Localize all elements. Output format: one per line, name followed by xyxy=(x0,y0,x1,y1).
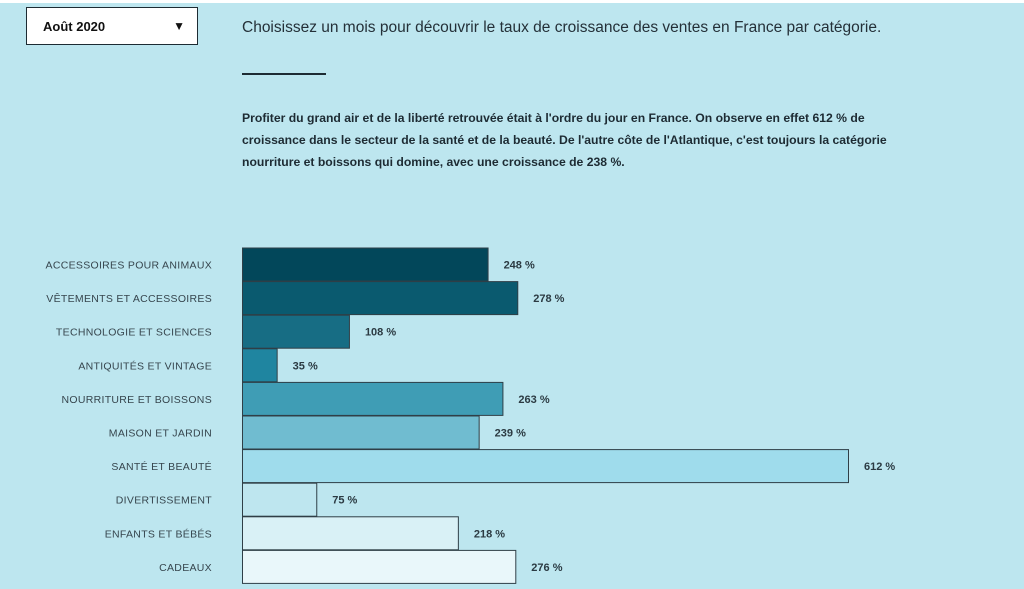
value-label-sante-et-beaute: 612 % xyxy=(864,461,895,473)
bar-technologie-et-sciences[interactable] xyxy=(242,314,350,349)
bar-vetements-et-accessoires[interactable] xyxy=(242,281,519,316)
description-text: Profiter du grand air et de la liberté r… xyxy=(242,111,887,169)
category-label-divertissement: DIVERTISSEMENT xyxy=(116,495,212,507)
intro-text: Choisissez un mois pour découvrir le tau… xyxy=(242,19,882,36)
value-label-vetements-et-accessoires: 278 % xyxy=(533,293,564,305)
triangle-down-icon[interactable]: ▼ xyxy=(173,19,185,33)
bar-enfants-et-bebes[interactable] xyxy=(242,516,459,551)
category-label-maison-et-jardin: MAISON ET JARDIN xyxy=(109,428,212,440)
growth-bar-chart: ACCESSOIRES POUR ANIMAUX 248 % VÊTEMENTS E… xyxy=(46,247,895,584)
value-label-cadeaux: 276 % xyxy=(531,562,562,574)
bar-accessoires-pour-animaux[interactable] xyxy=(242,247,489,282)
value-label-divertissement: 75 % xyxy=(332,495,357,507)
category-label-cadeaux: CADEAUX xyxy=(159,562,212,574)
divider xyxy=(242,73,326,75)
bar-cadeaux[interactable] xyxy=(242,549,517,584)
category-label-sante-et-beaute: SANTÉ ET BEAUTÉ xyxy=(111,460,212,473)
bar-nourriture-et-boissons[interactable] xyxy=(242,381,504,416)
category-label-antiquites-et-vintage: ANTIQUITÉS ET VINTAGE xyxy=(78,359,212,372)
value-label-enfants-et-bebes: 218 % xyxy=(474,528,505,540)
bar-maison-et-jardin[interactable] xyxy=(242,415,480,450)
value-label-maison-et-jardin: 239 % xyxy=(495,428,526,440)
bar-divertissement[interactable] xyxy=(242,482,318,517)
category-label-nourriture-et-boissons: NOURRITURE ET BOISSONS xyxy=(61,394,212,406)
category-label-enfants-et-bebes: ENFANTS ET BÉBÉS xyxy=(105,527,212,540)
category-label-technologie-et-sciences: TECHNOLOGIE ET SCIENCES xyxy=(56,327,212,339)
month-select-value: Août 2020 xyxy=(43,18,106,34)
category-label-accessoires-pour-animaux: ACCESSOIRES POUR ANIMAUX xyxy=(46,260,212,272)
top-border xyxy=(0,0,1024,3)
bar-antiquites-et-vintage[interactable] xyxy=(242,348,278,383)
value-label-antiquites-et-vintage: 35 % xyxy=(293,360,318,372)
value-label-accessoires-pour-animaux: 248 % xyxy=(504,260,535,272)
value-label-nourriture-et-boissons: 263 % xyxy=(518,394,549,406)
bar-sante-et-beaute[interactable] xyxy=(242,449,849,484)
value-label-technologie-et-sciences: 108 % xyxy=(365,327,396,339)
category-label-vetements-et-accessoires: VÊTEMENTS ET ACCESSOIRES xyxy=(46,292,212,305)
month-select[interactable]: Août 2020 ▼ xyxy=(26,7,198,45)
